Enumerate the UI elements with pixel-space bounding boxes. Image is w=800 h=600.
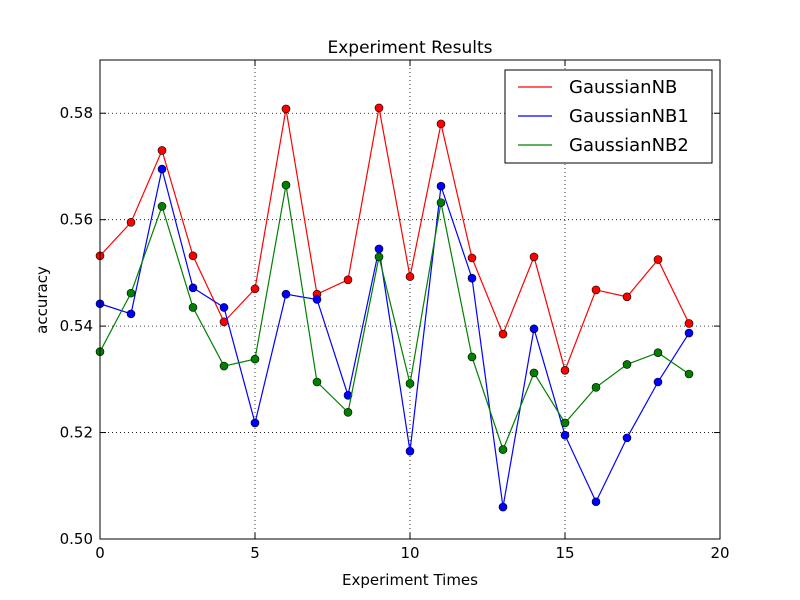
data-point-gaussiannb1 bbox=[653, 377, 663, 387]
x-tick-label: 15 bbox=[555, 544, 574, 562]
x-tick-label: 5 bbox=[250, 544, 260, 562]
data-point-gaussiannb1 bbox=[436, 181, 446, 191]
data-point-gaussiannb bbox=[591, 285, 601, 295]
y-tick-label: 0.58 bbox=[60, 104, 93, 122]
legend-label-gaussiannb: GaussianNB bbox=[569, 77, 677, 98]
data-point-gaussiannb2 bbox=[436, 198, 446, 207]
axis-ticks: 0 5 10 15 20 0.50 0.52 0.54 0.56 0.58 bbox=[60, 60, 730, 562]
data-point-gaussiannb1 bbox=[312, 295, 322, 304]
data-point-gaussiannb2 bbox=[653, 348, 663, 358]
data-point-gaussiannb bbox=[684, 319, 694, 328]
data-point-gaussiannb bbox=[343, 275, 353, 285]
data-point-gaussiannb bbox=[188, 251, 198, 261]
data-point-gaussiannb2 bbox=[250, 354, 260, 364]
data-point-gaussiannb2 bbox=[281, 180, 291, 190]
data-point-gaussiannb1 bbox=[157, 164, 167, 174]
legend-label-gaussiannb2: GaussianNB2 bbox=[569, 135, 689, 156]
series-group bbox=[95, 103, 694, 512]
data-point-gaussiannb2 bbox=[622, 360, 632, 369]
data-point-gaussiannb bbox=[622, 292, 632, 302]
data-point-gaussiannb2 bbox=[374, 252, 384, 262]
data-point-gaussiannb2 bbox=[312, 377, 322, 387]
data-point-gaussiannb1 bbox=[684, 328, 694, 338]
data-point-gaussiannb2 bbox=[219, 361, 229, 371]
data-point-gaussiannb bbox=[529, 252, 539, 262]
data-point-gaussiannb2 bbox=[498, 445, 508, 454]
data-point-gaussiannb bbox=[653, 255, 663, 264]
data-point-gaussiannb1 bbox=[467, 273, 477, 283]
data-point-gaussiannb1 bbox=[126, 309, 136, 319]
data-point-gaussiannb1 bbox=[529, 324, 539, 334]
y-tick-label: 0.54 bbox=[60, 317, 93, 335]
series-line-gaussiannb bbox=[99, 107, 690, 373]
data-point-gaussiannb bbox=[374, 103, 384, 113]
data-point-gaussiannb2 bbox=[405, 379, 415, 388]
data-point-gaussiannb bbox=[250, 284, 260, 294]
data-point-gaussiannb1 bbox=[560, 430, 570, 440]
legend: GaussianNB GaussianNB1 GaussianNB2 bbox=[504, 69, 713, 164]
data-point-gaussiannb1 bbox=[622, 433, 632, 443]
data-point-gaussiannb2 bbox=[467, 352, 477, 362]
data-point-gaussiannb bbox=[157, 146, 167, 155]
data-point-gaussiannb1 bbox=[281, 289, 291, 299]
data-point-gaussiannb1 bbox=[219, 303, 229, 312]
data-point-gaussiannb bbox=[560, 365, 570, 375]
y-tick-label: 0.50 bbox=[60, 530, 93, 548]
data-point-gaussiannb2 bbox=[157, 202, 167, 211]
data-point-gaussiannb2 bbox=[343, 408, 353, 417]
x-tick-label: 10 bbox=[400, 544, 419, 562]
y-tick-label: 0.56 bbox=[60, 211, 93, 229]
data-point-gaussiannb bbox=[467, 253, 477, 263]
data-point-gaussiannb bbox=[281, 104, 291, 114]
data-point-gaussiannb bbox=[436, 119, 446, 129]
series-line-gaussiannb2 bbox=[99, 184, 690, 452]
y-axis-label: accuracy bbox=[33, 266, 51, 334]
data-point-gaussiannb2 bbox=[591, 383, 601, 392]
data-point-gaussiannb1 bbox=[405, 446, 415, 456]
data-point-gaussiannb1 bbox=[250, 418, 260, 428]
data-point-gaussiannb2 bbox=[560, 418, 570, 428]
data-point-gaussiannb1 bbox=[498, 502, 508, 512]
data-point-gaussiannb1 bbox=[188, 283, 198, 293]
x-axis-label: Experiment Times bbox=[342, 571, 478, 589]
data-point-gaussiannb2 bbox=[188, 303, 198, 312]
data-point-gaussiannb1 bbox=[374, 244, 384, 254]
data-point-gaussiannb bbox=[126, 218, 136, 227]
x-tick-label: 0 bbox=[95, 544, 105, 562]
legend-label-gaussiannb1: GaussianNB1 bbox=[569, 106, 689, 127]
series-line-gaussiannb1 bbox=[99, 168, 690, 508]
chart-title: Experiment Results bbox=[327, 38, 492, 58]
data-point-gaussiannb2 bbox=[529, 368, 539, 378]
data-point-gaussiannb2 bbox=[126, 288, 136, 298]
data-point-gaussiannb1 bbox=[591, 497, 601, 507]
data-point-gaussiannb bbox=[498, 329, 508, 339]
data-point-gaussiannb bbox=[405, 272, 415, 281]
data-point-gaussiannb2 bbox=[684, 369, 694, 379]
y-tick-label: 0.52 bbox=[60, 424, 93, 442]
x-tick-label: 20 bbox=[710, 544, 729, 562]
